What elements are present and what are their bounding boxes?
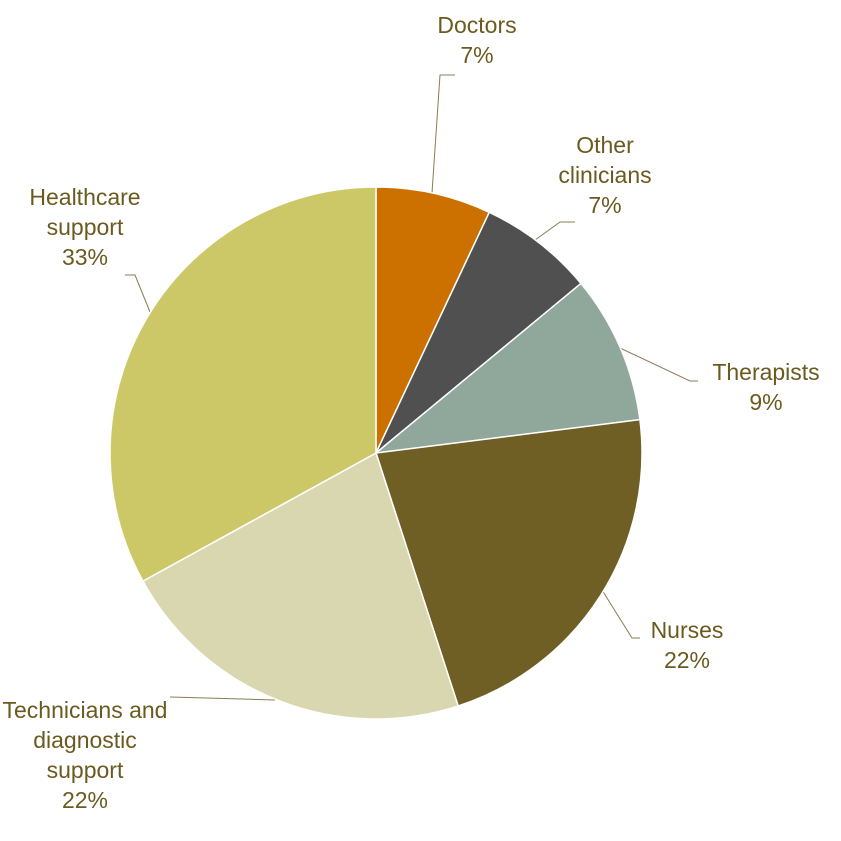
leader-line: [431, 74, 455, 194]
category-label: Other clinicians: [558, 132, 652, 188]
category-label: Therapists: [712, 359, 820, 385]
category-label: Technicians and diagnostic support: [2, 697, 168, 783]
slice-label: Technicians and diagnostic support 22%: [3, 695, 168, 815]
leader-line: [169, 696, 276, 701]
pie-slice: [375, 211, 583, 454]
category-label: Nurses: [650, 617, 724, 643]
value-label: 22%: [663, 647, 711, 673]
leader-line: [619, 347, 698, 382]
slice-label: Doctors 7%: [417, 10, 537, 70]
value-label: 9%: [749, 389, 783, 415]
pie-slice: [141, 451, 460, 720]
slice-label: Nurses 22%: [632, 615, 742, 675]
leader-line: [534, 221, 575, 241]
leader-lines: [125, 74, 698, 701]
leader-line: [125, 274, 151, 313]
pie-slice: [375, 418, 643, 707]
category-label: Doctors: [437, 12, 517, 38]
value-label: 33%: [61, 244, 109, 270]
value-label: 7%: [460, 42, 494, 68]
pie-slice: [373, 282, 641, 455]
category-label: Healthcare support: [29, 184, 141, 240]
slice-label: Healthcare support 33%: [15, 182, 155, 272]
pie-slice: [109, 186, 377, 583]
slice-label: Other clinicians 7%: [540, 130, 670, 220]
value-label: 22%: [61, 787, 109, 813]
slice-label: Therapists 9%: [691, 357, 841, 417]
pie-slice: [375, 186, 491, 454]
leader-line: [601, 589, 640, 639]
value-label: 7%: [588, 192, 622, 218]
